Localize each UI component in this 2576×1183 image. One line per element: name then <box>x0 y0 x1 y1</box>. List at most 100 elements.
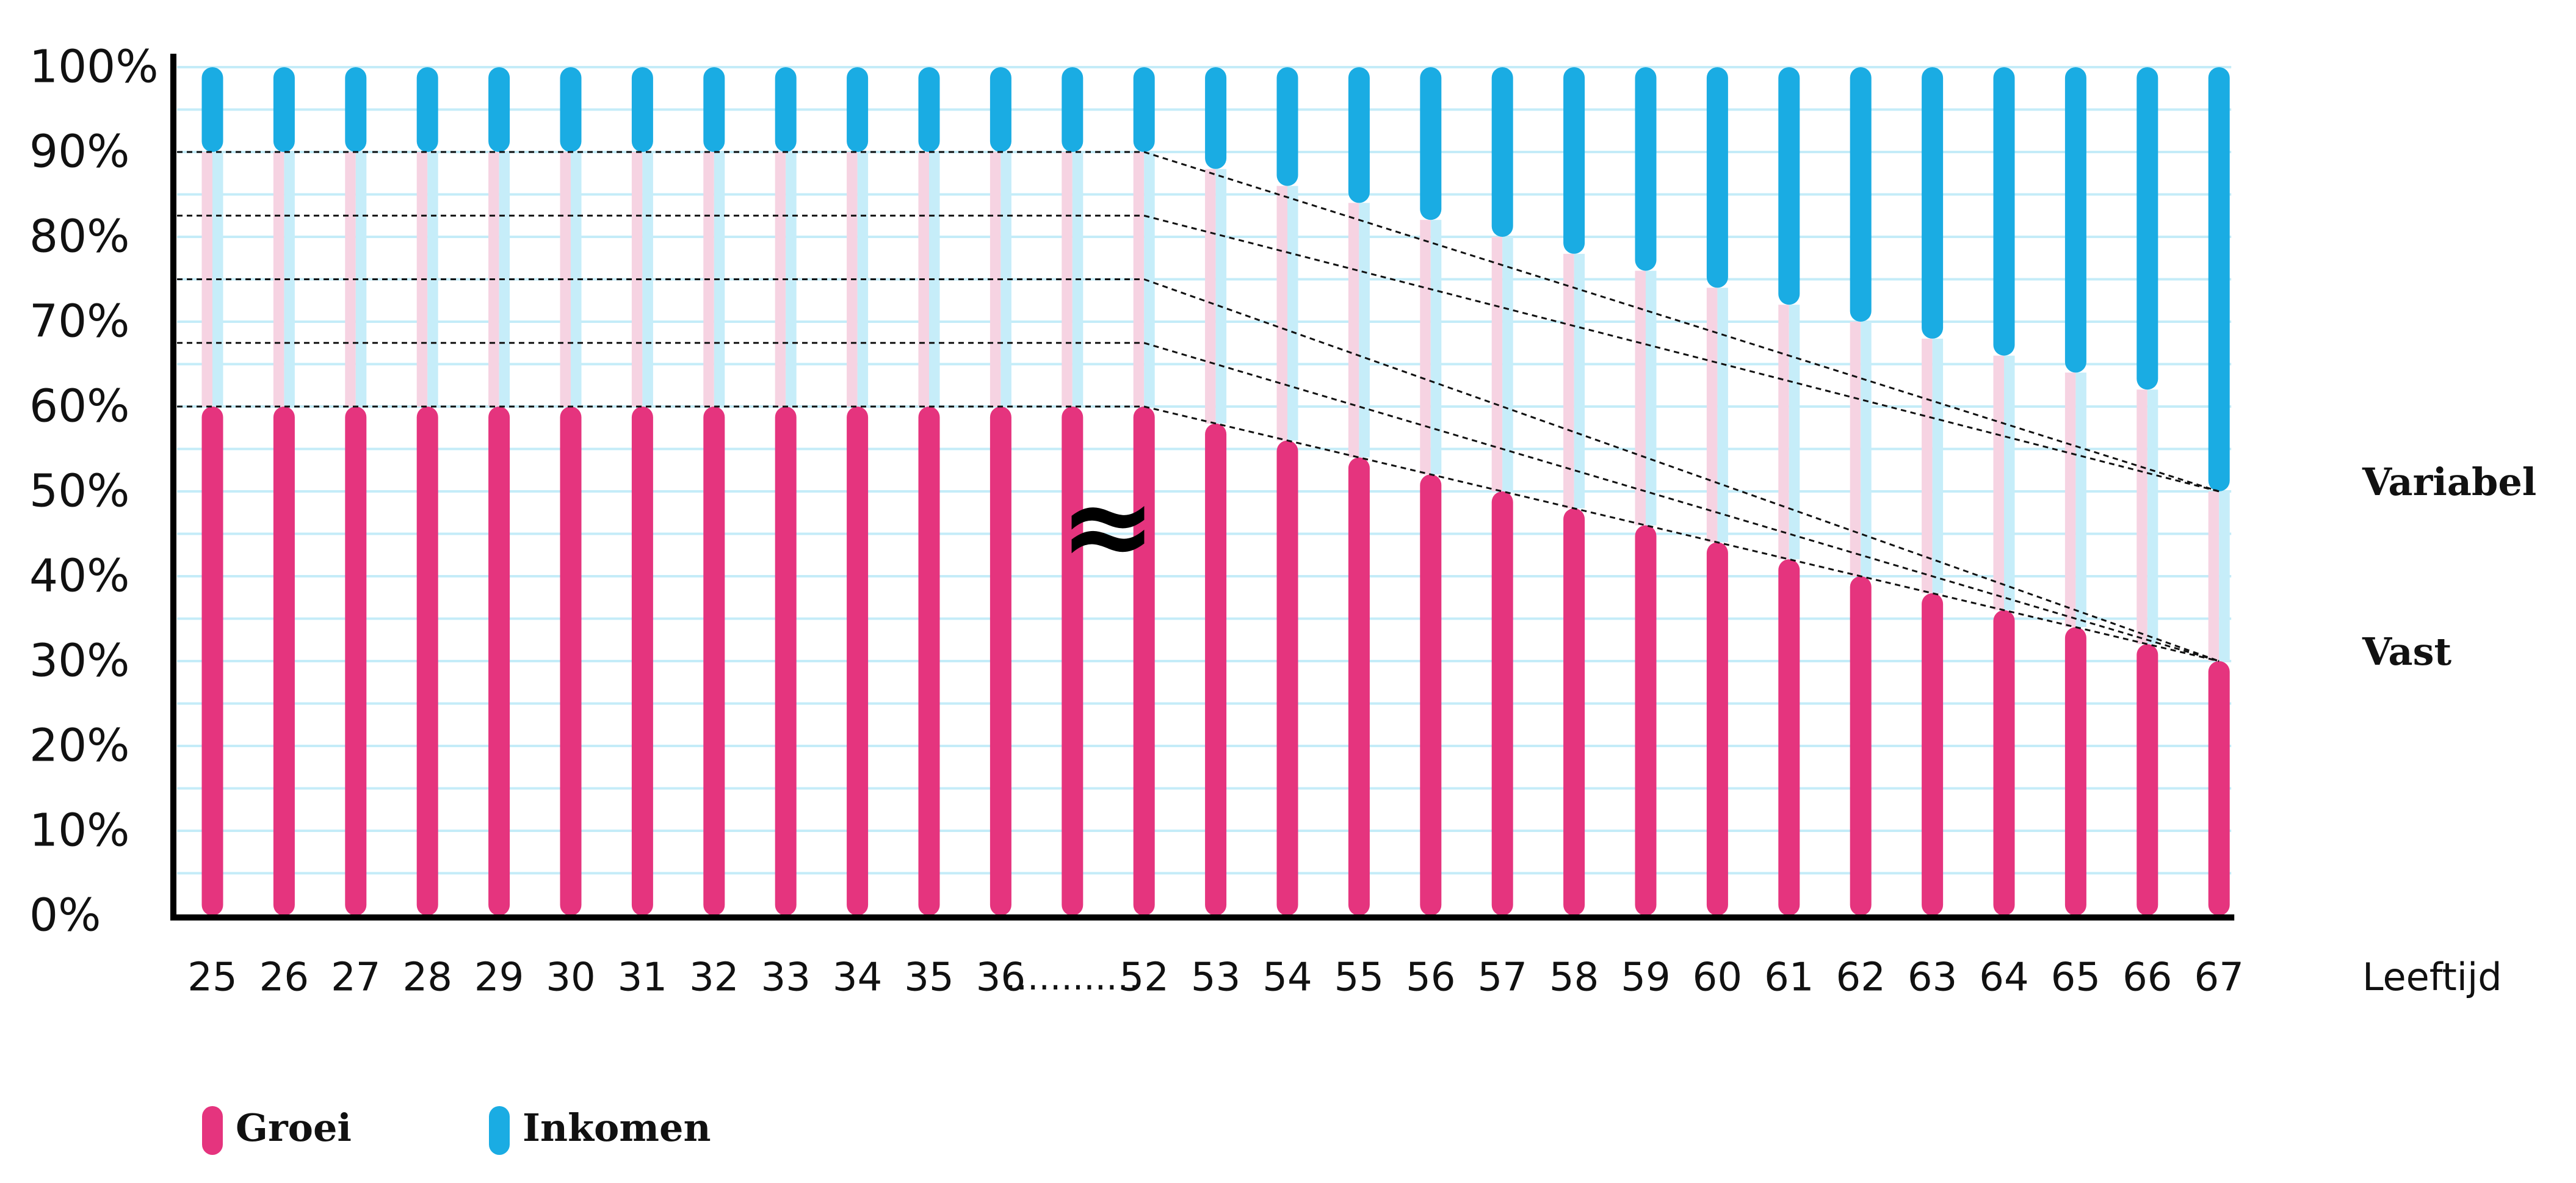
groei-bar <box>273 407 295 916</box>
middle-band-right <box>1574 253 1585 508</box>
x-tick-label: ............ <box>1005 957 1140 998</box>
inkomen-bar <box>1205 67 1227 169</box>
x-tick-label: 35 <box>904 955 953 1000</box>
inkomen-bar <box>1563 67 1585 254</box>
groei-bar <box>631 407 653 916</box>
middle-band-left <box>2064 372 2076 628</box>
middle-band-left <box>1778 305 1789 560</box>
groei-bar <box>345 407 367 916</box>
middle-band-right <box>1646 270 1657 526</box>
groei-bar <box>1205 423 1227 916</box>
groei-bar <box>918 407 940 916</box>
middle-band-right <box>1430 220 1442 475</box>
groei-bar <box>990 407 1011 916</box>
middle-band-left <box>1348 203 1359 458</box>
middle-band-left <box>1635 270 1646 526</box>
inkomen-bar <box>1420 67 1442 220</box>
x-tick-label: 61 <box>1764 955 1814 1000</box>
middle-band-right <box>1502 237 1513 491</box>
inkomen-bar <box>1062 67 1084 152</box>
middle-band-right <box>2147 389 2158 645</box>
inkomen-bar <box>990 67 1011 152</box>
x-tick-label: 25 <box>187 955 237 1000</box>
inkomen-bar <box>1635 67 1657 271</box>
x-tick-label: 66 <box>2122 955 2172 1000</box>
x-tick-label: 65 <box>2051 955 2100 1000</box>
x-tick-label: 54 <box>1262 955 1312 1000</box>
inkomen-bar <box>1993 67 2015 356</box>
x-tick-label: 29 <box>474 955 524 1000</box>
end-label: Variabel <box>2362 460 2536 504</box>
inkomen-bar <box>1850 67 1872 322</box>
y-tick-labels: 0% 10% 20% 30% 40% 50% 60% 70% 80% 90% 100% <box>29 41 159 942</box>
groei-bar <box>1922 593 1944 916</box>
middle-band-left <box>1922 338 1933 593</box>
inkomen-bar <box>2208 67 2230 491</box>
groei-bar <box>847 407 869 916</box>
y-tick-label: 20% <box>29 720 129 772</box>
inkomen-bar <box>345 67 367 152</box>
groei-bar <box>1133 407 1155 916</box>
x-tick-label: 59 <box>1621 955 1670 1000</box>
x-tick-label: 27 <box>331 955 380 1000</box>
legend: Groei Inkomen <box>202 1105 711 1155</box>
inkomen-bar <box>703 67 725 152</box>
groei-bar <box>1276 440 1298 916</box>
groei-bar <box>2064 627 2086 916</box>
groei-bar <box>416 407 438 916</box>
x-tick-label: 32 <box>689 955 739 1000</box>
groei-bar <box>1563 508 1585 916</box>
inkomen-bar <box>1778 67 1800 305</box>
groei-bar <box>1706 542 1728 916</box>
glide-path-lines <box>177 151 2220 662</box>
inkomen-bar <box>488 67 510 152</box>
glide-line <box>1143 342 2220 662</box>
x-tick-label: 34 <box>833 955 882 1000</box>
middle-band-left <box>2136 389 2147 645</box>
inkomen-bar <box>918 67 940 152</box>
y-tick-label: 10% <box>29 805 129 857</box>
middle-band-right <box>1717 288 1728 543</box>
legend-label: Groei <box>236 1105 352 1150</box>
middle-band-right <box>1861 322 1872 576</box>
y-tick-label: 0% <box>29 889 101 942</box>
legend-swatch <box>202 1106 223 1155</box>
middle-band-right <box>1359 203 1370 458</box>
x-tick-label: 58 <box>1549 955 1599 1000</box>
groei-bar <box>201 407 223 916</box>
y-tick-label: 60% <box>29 380 129 433</box>
x-tick-label: 64 <box>1979 955 2028 1000</box>
groei-bar <box>1993 610 2015 916</box>
inkomen-bar <box>1348 67 1370 203</box>
groei-bar <box>488 407 510 916</box>
y-tick-label: 100% <box>29 41 159 93</box>
groei-bar <box>703 407 725 916</box>
middle-band-left <box>1706 288 1718 543</box>
middle-band-right <box>1287 186 1298 441</box>
x-tick-label: 53 <box>1191 955 1240 1000</box>
groei-bar <box>1778 559 1800 916</box>
x-tick-label: 56 <box>1406 955 1455 1000</box>
middle-band-left <box>1420 220 1431 475</box>
inkomen-bar <box>1491 67 1513 237</box>
groei-bar <box>1420 474 1442 916</box>
x-tick-label: 52 <box>1119 955 1168 1000</box>
x-tick-label: 33 <box>761 955 810 1000</box>
middle-band-right <box>2219 491 2230 661</box>
inkomen-bar <box>416 67 438 152</box>
middle-band-left <box>1276 186 1287 441</box>
groei-bar <box>1348 457 1370 916</box>
groei-bar <box>1491 491 1513 916</box>
inkomen-bar <box>847 67 869 152</box>
end-labels: Variabel Vast <box>2362 460 2536 674</box>
glide-line <box>1143 278 2220 662</box>
x-tick-label: 60 <box>1693 955 1742 1000</box>
middle-band-right <box>1789 305 1800 560</box>
inkomen-bar <box>201 67 223 152</box>
inkomen-bar <box>273 67 295 152</box>
groei-bar <box>775 407 797 916</box>
legend-label: Inkomen <box>523 1105 711 1150</box>
x-tick-label: 31 <box>618 955 667 1000</box>
grid-lines <box>177 66 2232 917</box>
